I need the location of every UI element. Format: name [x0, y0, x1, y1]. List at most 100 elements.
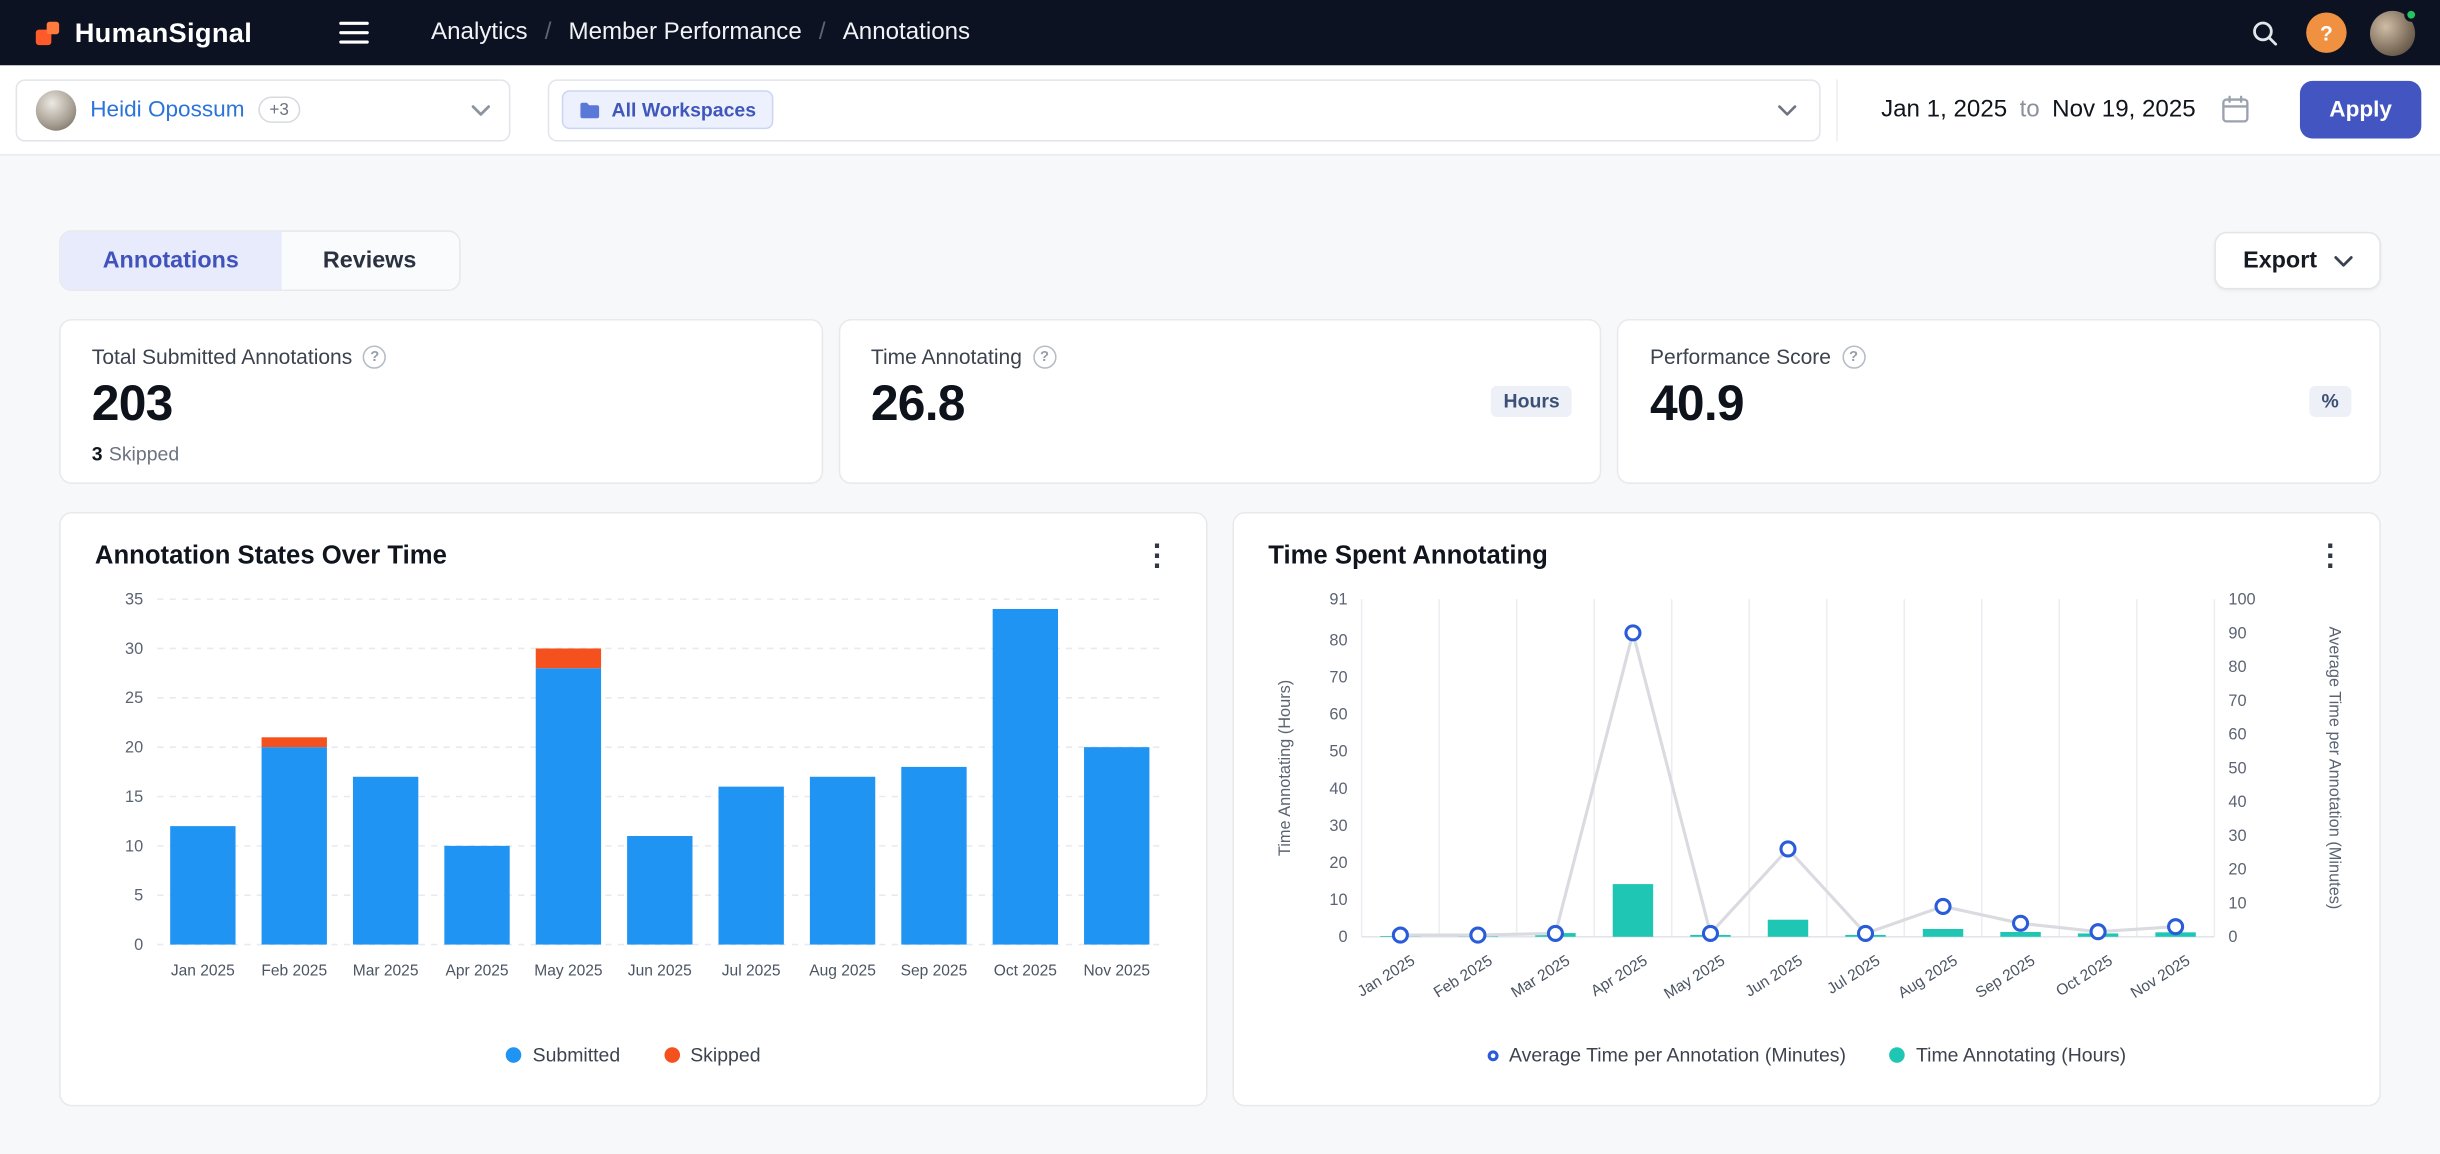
workspace-chip-label: All Workspaces: [612, 99, 757, 121]
legend-marker: [506, 1047, 522, 1063]
skipped-label: Skipped: [109, 443, 179, 465]
svg-text:Aug 2025: Aug 2025: [809, 963, 876, 980]
svg-text:Apr 2025: Apr 2025: [445, 963, 508, 980]
svg-text:Jul 2025: Jul 2025: [722, 963, 781, 980]
extra-members-badge: +3: [259, 96, 300, 122]
chevron-down-icon: [2334, 254, 2353, 266]
tab-annotations[interactable]: Annotations: [61, 232, 281, 290]
svg-text:10: 10: [125, 837, 143, 855]
svg-text:0: 0: [134, 936, 143, 954]
svg-text:91: 91: [1329, 591, 1347, 609]
legend-item[interactable]: Time Annotating (Hours): [1890, 1044, 2127, 1066]
legend-marker: [1487, 1050, 1498, 1061]
breadcrumb-annotations[interactable]: Annotations: [843, 19, 970, 47]
svg-text:10: 10: [2228, 894, 2246, 912]
svg-text:100: 100: [2228, 591, 2255, 609]
svg-text:Average Time per Annotation (M: Average Time per Annotation (Minutes): [2326, 627, 2344, 910]
chart-title: Time Spent Annotating: [1268, 542, 2345, 572]
tab-group: Annotations Reviews: [59, 230, 460, 291]
info-glyph: ?: [1040, 349, 1049, 366]
legend-item[interactable]: Submitted: [506, 1044, 620, 1066]
svg-text:70: 70: [2228, 692, 2246, 710]
svg-text:Oct 2025: Oct 2025: [2053, 952, 2116, 1000]
legend-item[interactable]: Average Time per Annotation (Minutes): [1487, 1044, 1846, 1066]
tab-reviews[interactable]: Reviews: [281, 232, 458, 290]
member-avatar: [36, 89, 76, 129]
brand-name: HumanSignal: [75, 16, 252, 49]
breadcrumb-separator: /: [819, 19, 826, 47]
breadcrumb: Analytics / Member Performance / Annotat…: [431, 19, 970, 47]
svg-text:0: 0: [2228, 928, 2237, 946]
legend-item[interactable]: Skipped: [664, 1044, 761, 1066]
annotation-states-card: Annotation States Over Time ⋮ 0510152025…: [59, 512, 1207, 1106]
kebab-menu-icon[interactable]: ⋮: [1130, 532, 1184, 580]
svg-text:40: 40: [1329, 780, 1347, 798]
svg-text:90: 90: [2228, 624, 2246, 642]
svg-text:Sep 2025: Sep 2025: [901, 963, 968, 980]
svg-text:5: 5: [134, 887, 143, 905]
stat-value: 26.8: [871, 375, 1569, 433]
humansignal-logo-icon: [34, 19, 60, 45]
apply-button[interactable]: Apply: [2300, 81, 2421, 139]
kebab-menu-icon[interactable]: ⋮: [2303, 532, 2357, 580]
topbar: HumanSignal Analytics / Member Performan…: [0, 0, 2440, 65]
unit-badge: Hours: [1491, 386, 1572, 417]
svg-text:May 2025: May 2025: [1661, 952, 1728, 1003]
svg-text:20: 20: [2228, 861, 2246, 879]
breadcrumb-member-performance[interactable]: Member Performance: [569, 19, 802, 47]
svg-text:50: 50: [2228, 759, 2246, 777]
info-icon[interactable]: ?: [1033, 345, 1056, 368]
tabs-row: Annotations Reviews Export: [59, 230, 2381, 291]
workspace-folder-icon: [579, 100, 601, 119]
export-button[interactable]: Export: [2215, 232, 2381, 290]
svg-text:70: 70: [1329, 668, 1347, 686]
annotation-states-legend: Submitted Skipped: [95, 1044, 1172, 1066]
chart-title: Annotation States Over Time: [95, 542, 1172, 572]
hamburger-menu-icon[interactable]: [330, 12, 378, 53]
svg-text:Mar 2025: Mar 2025: [353, 963, 419, 980]
svg-text:Feb 2025: Feb 2025: [261, 963, 327, 980]
svg-text:60: 60: [2228, 726, 2246, 744]
help-glyph: ?: [2320, 21, 2333, 44]
info-icon[interactable]: ?: [363, 345, 386, 368]
stat-card-time-annotating: Time Annotating ? 26.8 Hours: [838, 319, 1602, 484]
date-range-picker[interactable]: Jan 1, 2025 to Nov 19, 2025: [1836, 79, 2275, 141]
member-select[interactable]: Heidi Opossum +3: [16, 79, 511, 141]
legend-marker: [1890, 1047, 1906, 1063]
help-icon[interactable]: ?: [2306, 12, 2346, 52]
breadcrumb-analytics[interactable]: Analytics: [431, 19, 528, 47]
workspace-chip[interactable]: All Workspaces: [562, 90, 773, 129]
stat-card-performance-score: Performance Score ? 40.9 %: [1617, 319, 2381, 484]
topbar-right: ?: [2247, 10, 2415, 55]
time-spent-svg: 0102030405060708091010203040506070809010…: [1268, 580, 2345, 1041]
svg-text:40: 40: [2228, 793, 2246, 811]
legend-marker: [664, 1047, 680, 1063]
legend-label: Average Time per Annotation (Minutes): [1509, 1044, 1846, 1066]
search-icon[interactable]: [2247, 15, 2283, 51]
user-avatar[interactable]: [2370, 10, 2415, 55]
svg-text:Jan 2025: Jan 2025: [1355, 952, 1418, 1000]
status-dot: [2404, 7, 2418, 21]
info-icon[interactable]: ?: [1842, 345, 1865, 368]
stat-card-total-submitted: Total Submitted Annotations ? 203 3Skipp…: [59, 319, 823, 484]
date-to: Nov 19, 2025: [2052, 96, 2196, 124]
workspace-select[interactable]: All Workspaces: [548, 79, 1821, 141]
svg-text:0: 0: [1339, 928, 1348, 946]
time-spent-legend: Average Time per Annotation (Minutes) Tim…: [1268, 1044, 2345, 1066]
breadcrumb-separator: /: [545, 19, 552, 47]
svg-text:25: 25: [125, 689, 143, 707]
stat-cards: Total Submitted Annotations ? 203 3Skipp…: [59, 319, 2381, 484]
annotation-states-svg: 05101520253035Jan 2025Feb 2025Mar 2025Ap…: [95, 580, 1172, 1041]
annotation-states-chart: 05101520253035Jan 2025Feb 2025Mar 2025Ap…: [95, 580, 1172, 1041]
svg-text:Aug 2025: Aug 2025: [1895, 952, 1960, 1002]
calendar-icon[interactable]: [2221, 95, 2251, 125]
svg-text:20: 20: [1329, 854, 1347, 872]
svg-text:35: 35: [125, 591, 143, 609]
stat-label: Time Annotating: [871, 345, 1022, 368]
legend-label: Time Annotating (Hours): [1916, 1044, 2126, 1066]
svg-text:Jun 2025: Jun 2025: [1742, 952, 1805, 1000]
svg-text:Jul 2025: Jul 2025: [1824, 952, 1883, 998]
brand[interactable]: HumanSignal: [34, 16, 302, 49]
line-markers: [1393, 626, 2182, 942]
stat-value: 40.9: [1650, 375, 2348, 433]
